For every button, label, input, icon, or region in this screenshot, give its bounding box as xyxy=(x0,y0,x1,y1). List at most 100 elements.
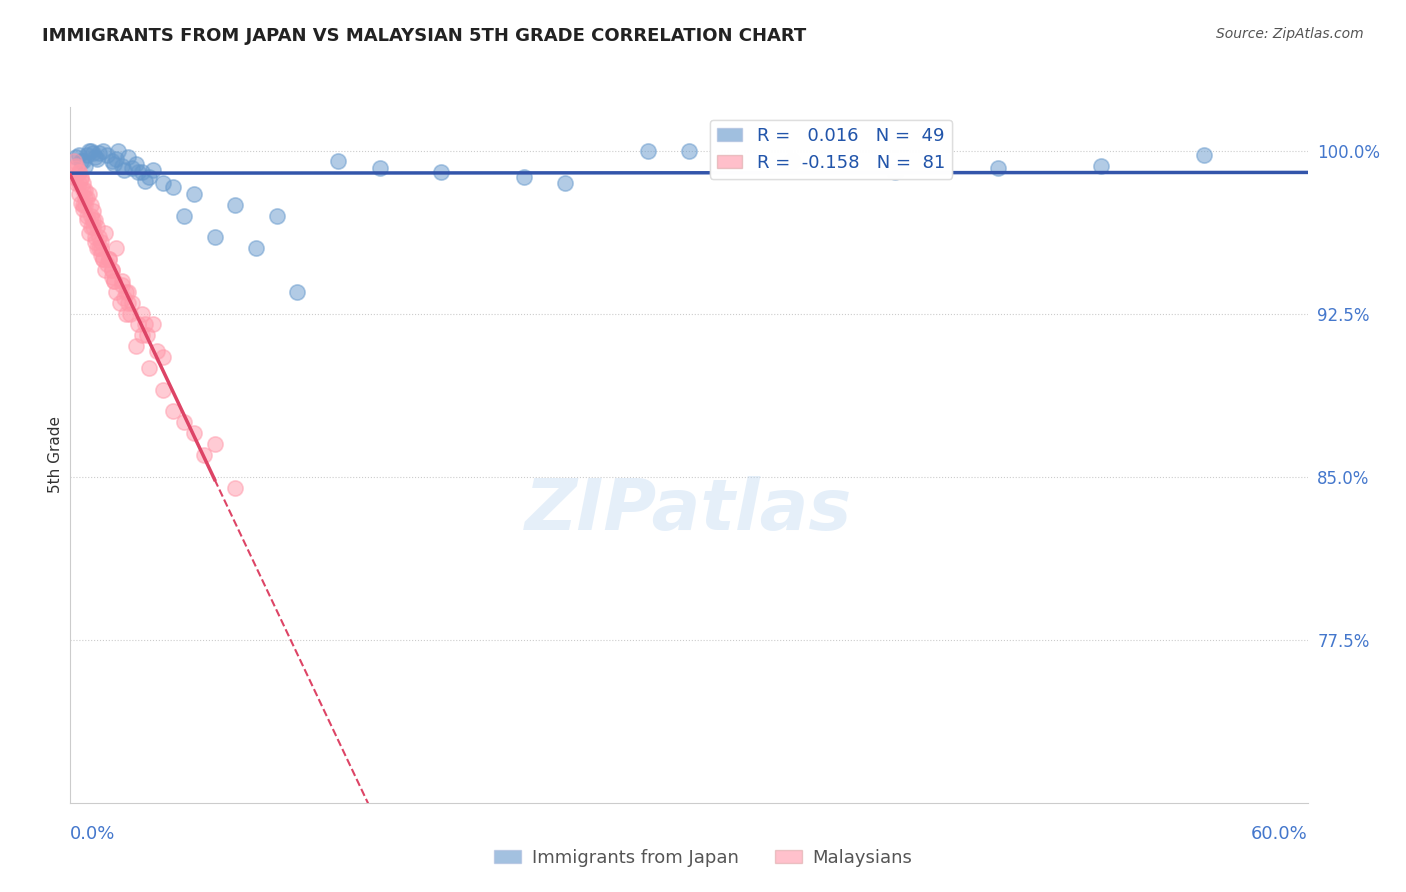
Point xyxy=(120,307,142,321)
Point xyxy=(152,350,174,364)
Point xyxy=(73,191,96,205)
Point xyxy=(67,187,90,202)
Point xyxy=(94,263,117,277)
Point xyxy=(77,144,100,158)
Point xyxy=(162,180,184,194)
Point xyxy=(134,318,156,332)
Point xyxy=(84,213,107,227)
Point xyxy=(183,426,205,441)
Point xyxy=(98,252,121,267)
Text: Source: ZipAtlas.com: Source: ZipAtlas.com xyxy=(1216,27,1364,41)
Point xyxy=(86,152,108,166)
Point xyxy=(1090,159,1112,173)
Point xyxy=(86,219,108,234)
Point xyxy=(100,269,122,284)
Point xyxy=(115,285,138,299)
Point xyxy=(82,213,104,227)
Point xyxy=(84,230,107,244)
Point xyxy=(121,161,143,175)
Point xyxy=(107,144,129,158)
Point xyxy=(204,230,226,244)
Point xyxy=(131,328,153,343)
Legend: Immigrants from Japan, Malaysians: Immigrants from Japan, Malaysians xyxy=(486,842,920,874)
Point xyxy=(96,148,118,162)
Point xyxy=(987,161,1010,175)
Point xyxy=(69,171,91,186)
Point xyxy=(146,343,169,358)
Point xyxy=(131,307,153,321)
Point xyxy=(72,198,94,212)
Point xyxy=(138,169,160,184)
Point xyxy=(111,278,134,293)
Point xyxy=(72,183,94,197)
Point xyxy=(67,165,90,179)
Point xyxy=(104,241,127,255)
Point xyxy=(127,165,149,179)
Point xyxy=(89,145,111,160)
Point xyxy=(84,235,107,249)
Point xyxy=(104,285,127,299)
Point xyxy=(96,257,118,271)
Point xyxy=(94,226,117,240)
Point xyxy=(115,307,138,321)
Point xyxy=(69,169,91,184)
Point xyxy=(245,241,267,255)
Point xyxy=(67,148,90,162)
Point xyxy=(368,161,391,175)
Point xyxy=(224,481,246,495)
Point xyxy=(131,165,153,179)
Point xyxy=(82,219,104,234)
Point xyxy=(100,263,122,277)
Point xyxy=(69,195,91,210)
Point xyxy=(67,176,90,190)
Point xyxy=(65,150,87,164)
Point xyxy=(91,252,114,267)
Point xyxy=(121,295,143,310)
Point xyxy=(513,169,536,184)
Point xyxy=(142,318,165,332)
Point xyxy=(224,198,246,212)
Point xyxy=(112,291,135,305)
Point xyxy=(204,437,226,451)
Point xyxy=(69,154,91,169)
Point xyxy=(678,144,700,158)
Point xyxy=(554,176,576,190)
Point xyxy=(152,176,174,190)
Point xyxy=(108,295,131,310)
Point xyxy=(76,213,98,227)
Point xyxy=(111,159,134,173)
Point xyxy=(82,204,104,219)
Point xyxy=(72,154,94,169)
Point xyxy=(173,209,195,223)
Point xyxy=(63,154,86,169)
Point xyxy=(138,360,160,375)
Point xyxy=(183,187,205,202)
Point xyxy=(80,144,103,158)
Point xyxy=(91,144,114,158)
Point xyxy=(117,285,139,299)
Point xyxy=(142,163,165,178)
Text: ZIPatlas: ZIPatlas xyxy=(526,476,852,545)
Point xyxy=(780,154,803,169)
Point xyxy=(63,169,86,184)
Point xyxy=(266,209,288,223)
Point xyxy=(82,145,104,160)
Point xyxy=(100,263,122,277)
Point xyxy=(77,187,100,202)
Point xyxy=(80,198,103,212)
Point xyxy=(430,165,453,179)
Point xyxy=(65,176,87,190)
Point xyxy=(111,274,134,288)
Point xyxy=(135,328,157,343)
Y-axis label: 5th Grade: 5th Grade xyxy=(48,417,63,493)
Point xyxy=(73,198,96,212)
Point xyxy=(127,318,149,332)
Point xyxy=(72,176,94,190)
Point xyxy=(76,209,98,223)
Point xyxy=(89,230,111,244)
Point xyxy=(73,183,96,197)
Point xyxy=(173,415,195,429)
Point xyxy=(117,295,139,310)
Point xyxy=(80,219,103,234)
Point xyxy=(90,235,112,249)
